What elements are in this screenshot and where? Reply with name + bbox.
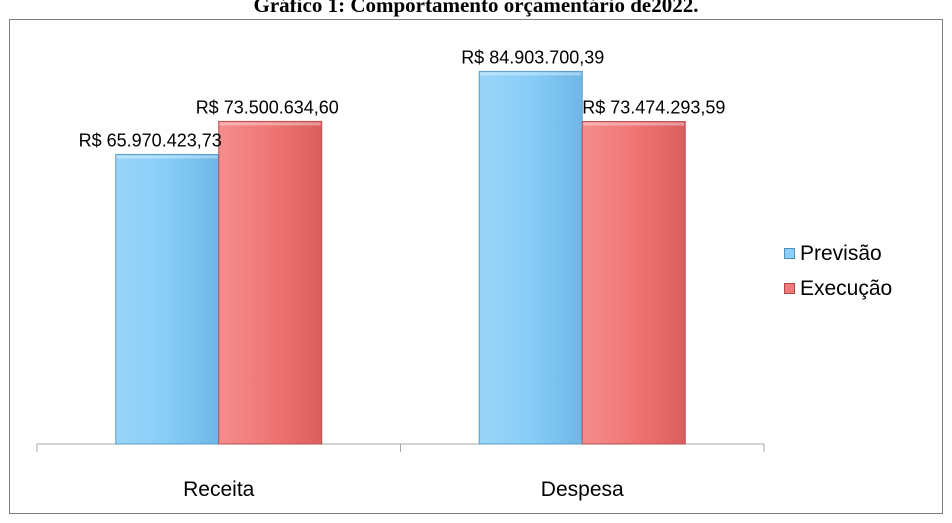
bar-receita-execucao xyxy=(218,120,323,445)
legend-label: Previsão xyxy=(800,241,882,265)
data-label: R$ 84.903.700,39 xyxy=(461,47,604,67)
bar-highlight xyxy=(583,122,685,126)
legend-item-execucao: Execução xyxy=(784,271,892,306)
bar-despesa-execucao xyxy=(581,121,686,445)
legend-swatch-previsao-icon xyxy=(784,248,795,259)
category-label: Receita xyxy=(183,478,255,501)
bar-highlight xyxy=(480,72,582,76)
bar-highlight xyxy=(219,122,321,126)
chart-title: Gráfico 1: Comportamento orçamentário de… xyxy=(253,0,699,17)
data-label: R$ 73.500.634,60 xyxy=(196,97,339,117)
category-label: Despesa xyxy=(541,478,624,501)
bar-despesa-previsao xyxy=(478,70,583,445)
bar-receita-previsao xyxy=(115,153,220,445)
legend-item-previsao: Previsão xyxy=(784,236,892,271)
data-label: R$ 73.474.293,59 xyxy=(582,98,725,118)
data-label: R$ 65.970.423,73 xyxy=(79,130,222,150)
legend: Previsão Execução xyxy=(784,236,892,306)
legend-swatch-execucao-icon xyxy=(784,283,795,294)
legend-label: Execução xyxy=(800,276,893,300)
bar-highlight xyxy=(116,155,218,159)
